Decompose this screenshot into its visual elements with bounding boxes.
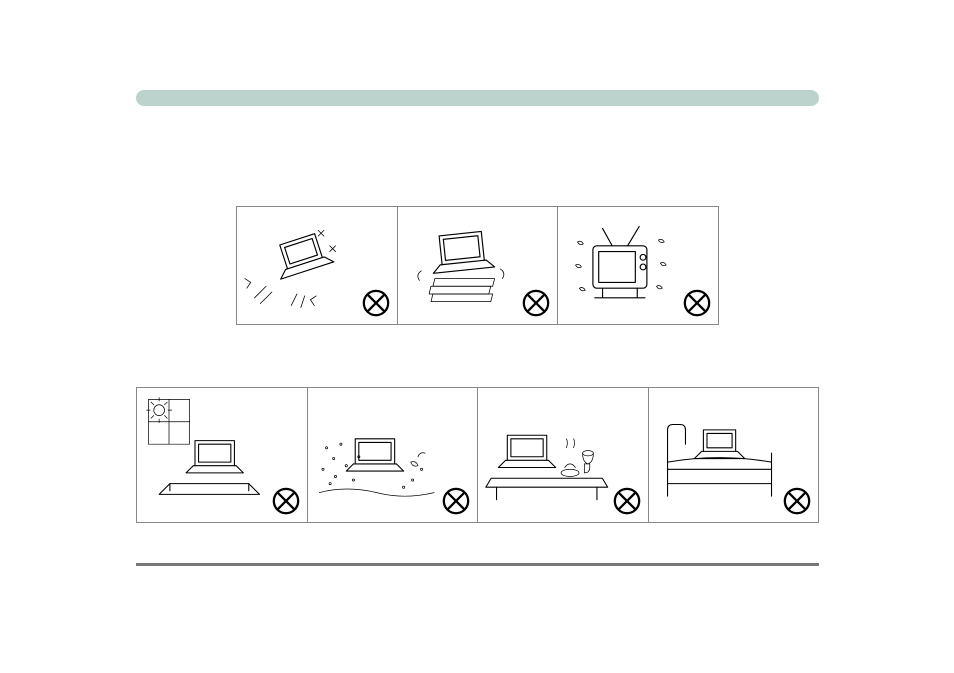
prohibit-icon xyxy=(682,288,712,318)
warning-cell-no-drop xyxy=(237,207,398,324)
illustration-tv-interference xyxy=(564,213,680,318)
footer-rule xyxy=(136,563,819,566)
document-page xyxy=(136,0,819,673)
warning-cell-no-soft-surface xyxy=(649,388,819,522)
warning-row-2 xyxy=(136,387,819,523)
warning-cell-no-sunlight xyxy=(137,388,308,522)
warning-cell-no-dust xyxy=(308,388,479,522)
illustration-food-drink-desk xyxy=(484,394,610,516)
warning-cell-no-unstable-stack xyxy=(398,207,559,324)
warning-cell-no-food-liquid xyxy=(478,388,649,522)
prohibit-icon xyxy=(271,486,301,516)
illustration-laptop-on-books xyxy=(404,213,520,318)
warning-row-1 xyxy=(236,206,719,325)
illustration-sunlight-window xyxy=(143,394,269,516)
illustration-laptop-falling xyxy=(243,213,359,318)
prohibit-icon xyxy=(521,288,551,318)
prohibit-icon xyxy=(782,486,812,516)
prohibit-icon xyxy=(441,486,471,516)
warning-cell-no-near-tv xyxy=(558,207,718,324)
section-header-bar xyxy=(136,90,819,106)
prohibit-icon xyxy=(612,486,642,516)
prohibit-icon xyxy=(361,288,391,318)
illustration-dusty-environment xyxy=(314,394,440,516)
illustration-laptop-on-bed xyxy=(655,394,781,516)
